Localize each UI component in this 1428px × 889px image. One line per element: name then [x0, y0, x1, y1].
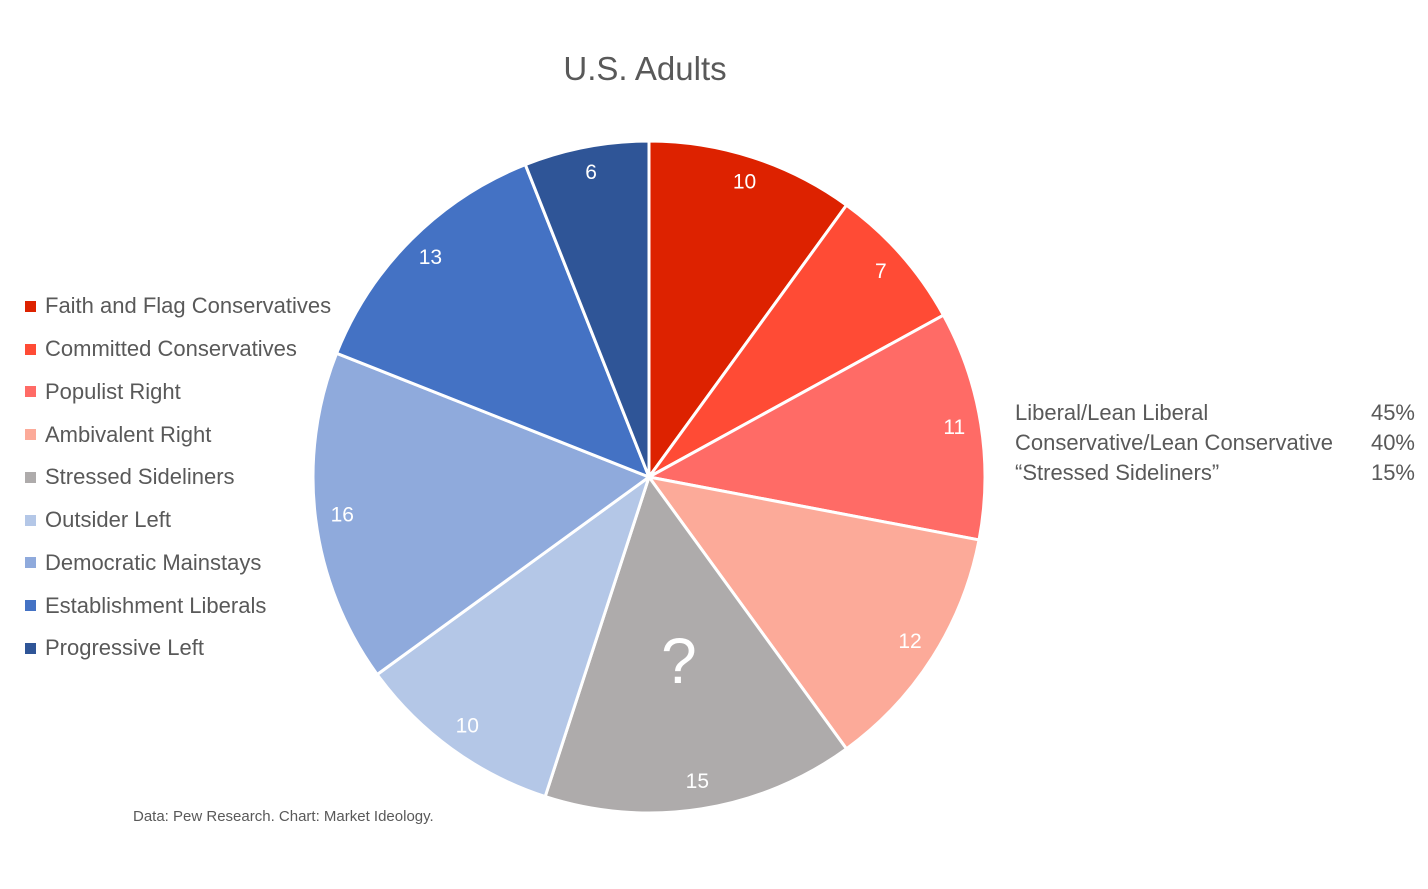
summary-row: “Stressed Sideliners” 15% [1015, 458, 1415, 488]
slice-data-label: 11 [943, 416, 965, 439]
slice-data-label: 10 [733, 171, 756, 194]
legend-swatch [25, 429, 36, 441]
legend-swatch [25, 300, 36, 312]
summary-label: Conservative/Lean Conservative [1015, 430, 1333, 455]
legend-label: Faith and Flag Conservatives [45, 293, 332, 319]
legend-label: Ambivalent Right [45, 421, 212, 447]
slice-annotation: ? [661, 625, 697, 697]
legend-item: Outsider Left [25, 499, 331, 542]
legend-swatch [25, 343, 36, 355]
pie-slice [334, 162, 652, 480]
pie-slice [543, 473, 849, 815]
legend-swatch [25, 514, 36, 526]
summary-value: 15% [1370, 460, 1415, 485]
legend-swatch [25, 557, 36, 569]
legend-item: Ambivalent Right [25, 413, 331, 456]
ideology-summary: Liberal/Lean Liberal 45% Conservative/Lea… [1015, 398, 1415, 488]
pie-slice [644, 313, 987, 542]
legend-label: Outsider Left [45, 507, 171, 533]
chart-title: U.S. Adults [563, 50, 727, 87]
slice-data-label: 15 [686, 770, 709, 793]
legend-item: Democratic Mainstays [25, 542, 331, 585]
summary-value: 40% [1370, 430, 1415, 455]
legend-label: Committed Conservatives [45, 336, 297, 362]
legend-label: Progressive Left [45, 635, 204, 661]
slice-data-label: 13 [419, 246, 442, 269]
source-note: Data: Pew Research. Chart: Market Ideolo… [133, 808, 434, 825]
legend-item: Stressed Sideliners [25, 456, 331, 499]
pie-slice [645, 474, 981, 751]
pie-slice [647, 139, 849, 482]
pie-slice [647, 203, 946, 479]
legend-item: Faith and Flag Conservatives [25, 285, 331, 328]
legend-swatch [25, 386, 36, 398]
legend-item: Populist Right [25, 371, 331, 414]
legend-swatch [25, 471, 36, 483]
summary-row: Conservative/Lean Conservative 40% [1015, 428, 1415, 458]
legend-item: Progressive Left [25, 627, 331, 670]
summary-label: “Stressed Sideliners” [1015, 460, 1220, 485]
pie-slice [523, 139, 651, 478]
summary-value: 45% [1370, 400, 1415, 425]
pie-slice [311, 351, 653, 677]
slice-data-label: 7 [875, 260, 887, 283]
legend-label: Stressed Sideliners [45, 464, 235, 490]
legend-label: Democratic Mainstays [45, 549, 262, 575]
summary-row: Liberal/Lean Liberal 45% [1015, 398, 1415, 428]
legend: Faith and Flag Conservatives Committed C… [25, 285, 331, 670]
legend-label: Populist Right [45, 378, 181, 404]
slice-data-label: 12 [898, 630, 921, 653]
slice-data-label: 6 [585, 161, 597, 184]
slice-data-label: 10 [456, 715, 479, 738]
legend-label: Establishment Liberals [45, 592, 267, 618]
pie-slice [375, 473, 652, 799]
summary-label: Liberal/Lean Liberal [1015, 400, 1209, 425]
legend-item: Establishment Liberals [25, 584, 331, 627]
legend-swatch [25, 642, 36, 654]
legend-swatch [25, 600, 36, 612]
slice-data-label: 16 [331, 503, 354, 526]
legend-item: Committed Conservatives [25, 328, 331, 371]
